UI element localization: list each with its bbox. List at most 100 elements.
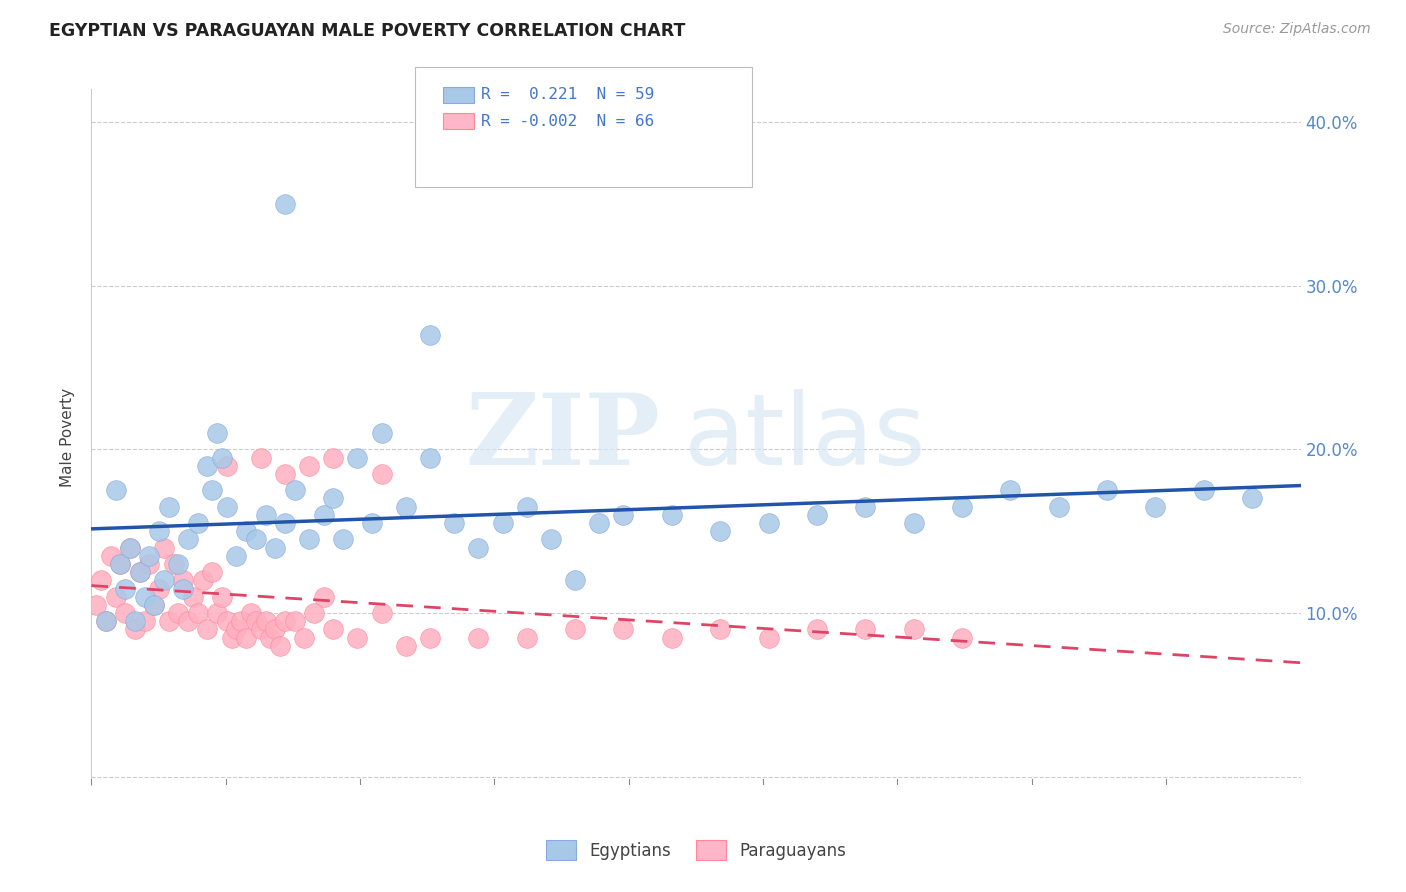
Point — [245, 614, 267, 628]
Point — [661, 631, 683, 645]
Point — [419, 450, 441, 465]
Point — [181, 590, 204, 604]
Point — [148, 524, 170, 539]
Point — [94, 614, 117, 628]
Point — [269, 639, 291, 653]
Point — [274, 467, 297, 481]
Point — [491, 516, 513, 530]
Point — [274, 614, 297, 628]
Text: R = -0.002  N = 66: R = -0.002 N = 66 — [481, 114, 654, 128]
Point — [274, 196, 297, 211]
Point — [110, 557, 132, 571]
Point — [177, 614, 200, 628]
Point — [298, 533, 321, 547]
Point — [148, 582, 170, 596]
Point — [758, 516, 780, 530]
Point — [221, 631, 243, 645]
Point — [283, 614, 305, 628]
Point — [312, 590, 335, 604]
Point — [177, 533, 200, 547]
Point — [661, 508, 683, 522]
Point — [167, 606, 190, 620]
Point — [235, 524, 257, 539]
Point — [191, 574, 214, 588]
Text: R =  0.221  N = 59: R = 0.221 N = 59 — [481, 87, 654, 102]
Point — [100, 549, 122, 563]
Point — [215, 500, 238, 514]
Point — [516, 500, 538, 514]
Point — [124, 614, 146, 628]
Point — [172, 582, 194, 596]
Point — [215, 614, 238, 628]
Text: Source: ZipAtlas.com: Source: ZipAtlas.com — [1223, 22, 1371, 37]
Point — [254, 614, 277, 628]
Point — [322, 450, 344, 465]
Point — [249, 623, 271, 637]
Point — [612, 508, 634, 522]
Point — [322, 491, 344, 506]
Point — [370, 425, 392, 440]
Point — [298, 458, 321, 473]
Point — [709, 524, 731, 539]
Point — [1095, 483, 1118, 498]
Point — [254, 508, 277, 522]
Point — [806, 623, 828, 637]
Point — [134, 614, 156, 628]
Point — [94, 614, 117, 628]
Point — [138, 549, 160, 563]
Point — [104, 483, 127, 498]
Point — [264, 541, 287, 555]
Point — [302, 606, 325, 620]
Point — [853, 623, 876, 637]
Point — [1000, 483, 1022, 498]
Point — [950, 500, 973, 514]
Point — [245, 533, 267, 547]
Point — [249, 450, 271, 465]
Point — [332, 533, 354, 547]
Point — [162, 557, 184, 571]
Point — [197, 623, 219, 637]
Point — [264, 623, 287, 637]
Point — [612, 623, 634, 637]
Text: atlas: atlas — [683, 389, 925, 485]
Point — [215, 458, 238, 473]
Point — [205, 425, 228, 440]
Point — [211, 590, 233, 604]
Point — [231, 614, 253, 628]
Point — [240, 606, 263, 620]
Point — [588, 516, 610, 530]
Point — [201, 483, 224, 498]
Point — [128, 565, 150, 579]
Point — [157, 614, 180, 628]
Point — [225, 549, 247, 563]
Point — [153, 541, 176, 555]
Point — [90, 574, 112, 588]
Point — [110, 557, 132, 571]
Point — [903, 623, 925, 637]
Point — [853, 500, 876, 514]
Point — [138, 557, 160, 571]
Point — [143, 598, 166, 612]
Point — [201, 565, 224, 579]
Point — [211, 450, 233, 465]
Point — [197, 458, 219, 473]
Point — [292, 631, 315, 645]
Point — [361, 516, 384, 530]
Text: ZIP: ZIP — [465, 389, 659, 485]
Point — [153, 574, 176, 588]
Point — [1192, 483, 1215, 498]
Point — [806, 508, 828, 522]
Legend: Egyptians, Paraguayans: Egyptians, Paraguayans — [538, 833, 853, 867]
Y-axis label: Male Poverty: Male Poverty — [60, 387, 76, 487]
Point — [903, 516, 925, 530]
Point — [467, 541, 489, 555]
Point — [564, 623, 586, 637]
Point — [157, 500, 180, 514]
Point — [128, 565, 150, 579]
Point — [395, 639, 418, 653]
Point — [114, 582, 136, 596]
Point — [322, 623, 344, 637]
Point — [395, 500, 418, 514]
Point — [124, 623, 146, 637]
Point — [467, 631, 489, 645]
